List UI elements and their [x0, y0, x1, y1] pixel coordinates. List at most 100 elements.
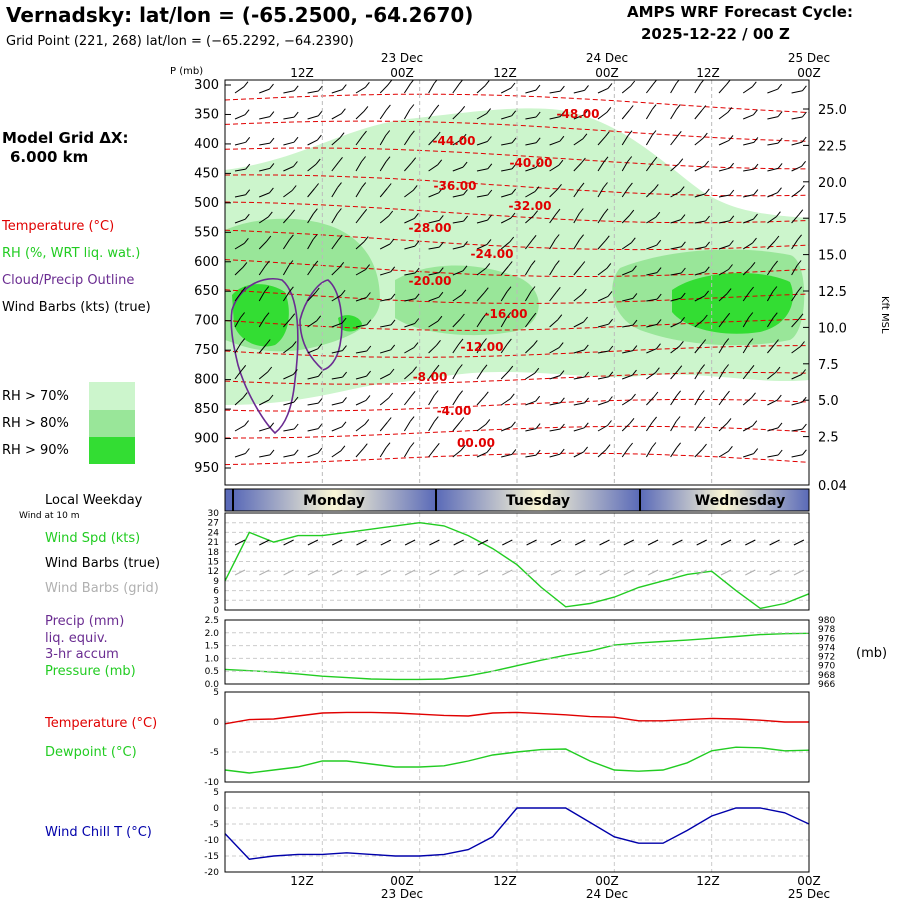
wind-barb-flag — [337, 208, 342, 214]
wind-barb — [259, 427, 270, 432]
isotherm-line — [225, 425, 809, 439]
surface-wind-barb — [745, 539, 756, 546]
wind-barb-flag — [457, 364, 463, 370]
wind-barb-flag — [390, 319, 396, 326]
wind-barb — [645, 161, 654, 172]
wind-barb-flag — [651, 104, 657, 110]
wind-barb — [331, 137, 341, 146]
wind-barb — [283, 190, 293, 198]
wind-barb-flag — [797, 234, 802, 241]
pressure-line — [224, 632, 810, 681]
wind-barb-flag — [632, 293, 638, 299]
wind-barb-flag — [798, 209, 804, 216]
wind-barb-flag — [366, 370, 371, 377]
wind-barb-flag — [802, 423, 807, 430]
wind-barb — [501, 142, 513, 146]
wind-barb-flag — [340, 289, 346, 296]
wind-barb-flag — [386, 104, 391, 111]
wind-barb-flag — [269, 137, 275, 144]
panel-y-tick: 12 — [208, 567, 219, 577]
wind-barb-flag — [510, 212, 516, 219]
wind-barb-flag — [385, 130, 391, 136]
surface-wind-barb — [696, 539, 707, 546]
wind-barb — [621, 85, 632, 94]
wind-barb — [379, 447, 387, 458]
wind-barb — [742, 86, 753, 94]
wind-barb — [525, 89, 537, 94]
wind-barb — [670, 163, 680, 172]
grid-wind-barb — [453, 569, 464, 576]
wind-barb — [379, 243, 391, 250]
wind-barb — [549, 453, 561, 458]
station-title: Vernadsky: lat/lon = (-65.2500, -64.2670… — [6, 3, 473, 27]
wind-barb — [355, 399, 367, 406]
wind-barb-flag — [560, 397, 565, 404]
wind-barb — [766, 265, 775, 276]
wind-barb — [234, 267, 244, 276]
wind-barb — [283, 428, 295, 432]
grid-wind-barb — [720, 569, 732, 576]
panel-y-tick: 6 — [213, 587, 219, 597]
wind-barb — [742, 266, 752, 276]
wind-barb-flag — [560, 85, 565, 92]
wind-barb — [283, 116, 295, 120]
wind-barb — [379, 135, 387, 146]
wind-barb — [404, 189, 414, 198]
wind-barb-flag — [337, 234, 343, 241]
wind-barb — [742, 397, 752, 406]
wind-barb-flag — [607, 420, 612, 426]
wind-barb — [718, 167, 730, 172]
wind-barb-flag — [435, 131, 441, 138]
isotherm-line — [225, 147, 809, 170]
wind-barb — [767, 399, 778, 406]
wind-barb — [767, 116, 779, 120]
wind-barb — [452, 166, 464, 172]
wind-barb-flag — [342, 345, 347, 351]
surface-wind-barb — [477, 539, 489, 546]
wind-barb — [549, 265, 556, 276]
isotherm-label: -40.00 — [510, 156, 553, 170]
wind-barb — [742, 343, 750, 354]
wind-barb — [646, 216, 657, 224]
forecast-cycle-label: AMPS WRF Forecast Cycle: — [627, 3, 853, 21]
wind-barb-flag — [511, 188, 517, 195]
wind-barb — [791, 239, 799, 250]
wind-barb-flag — [245, 448, 250, 454]
wind-barb-flag — [753, 109, 758, 116]
wind-barb-flag — [603, 156, 609, 163]
wind-chill-line — [224, 807, 810, 860]
wind-barb — [452, 270, 464, 276]
wind-barb-flag — [677, 365, 683, 372]
precip-label: Precip (mm) — [45, 614, 124, 629]
wind-barb-flag — [777, 449, 783, 456]
wind-barb — [549, 402, 561, 406]
wind-barb-flag — [317, 447, 323, 454]
wind-barb — [234, 194, 246, 198]
pressure-tick-right: 980 — [818, 616, 835, 626]
wind-barb-flag — [579, 182, 585, 189]
wind-barb-flag — [775, 366, 781, 373]
grid-wind-barb — [380, 569, 392, 576]
panel-y-tick: 30 — [208, 509, 220, 519]
wind-barb — [331, 239, 339, 250]
wind-barb — [597, 136, 606, 146]
wind-barb-flag — [511, 163, 517, 170]
rh90-swatch — [89, 437, 135, 464]
wind-barb — [379, 161, 387, 172]
isotherm-label: -44.00 — [433, 134, 476, 148]
wind-barb-flag — [675, 104, 681, 110]
bottom-date-24dec: 24 Dec — [586, 887, 628, 900]
wind-barb-flag — [507, 338, 512, 345]
wind-barb-flag — [312, 234, 318, 240]
wind-barb — [767, 216, 777, 224]
wind-barb-flag — [413, 342, 419, 348]
wind-barb-flag — [458, 80, 464, 85]
wind-barb — [742, 291, 751, 302]
wind-barb-flag — [390, 293, 396, 300]
wind-barb — [694, 246, 706, 250]
wind-barb — [259, 88, 270, 94]
wind-barb — [428, 421, 435, 432]
surface-wind-barb — [769, 539, 780, 546]
wind-barb — [283, 345, 293, 354]
wind-barb-flag — [458, 390, 463, 397]
